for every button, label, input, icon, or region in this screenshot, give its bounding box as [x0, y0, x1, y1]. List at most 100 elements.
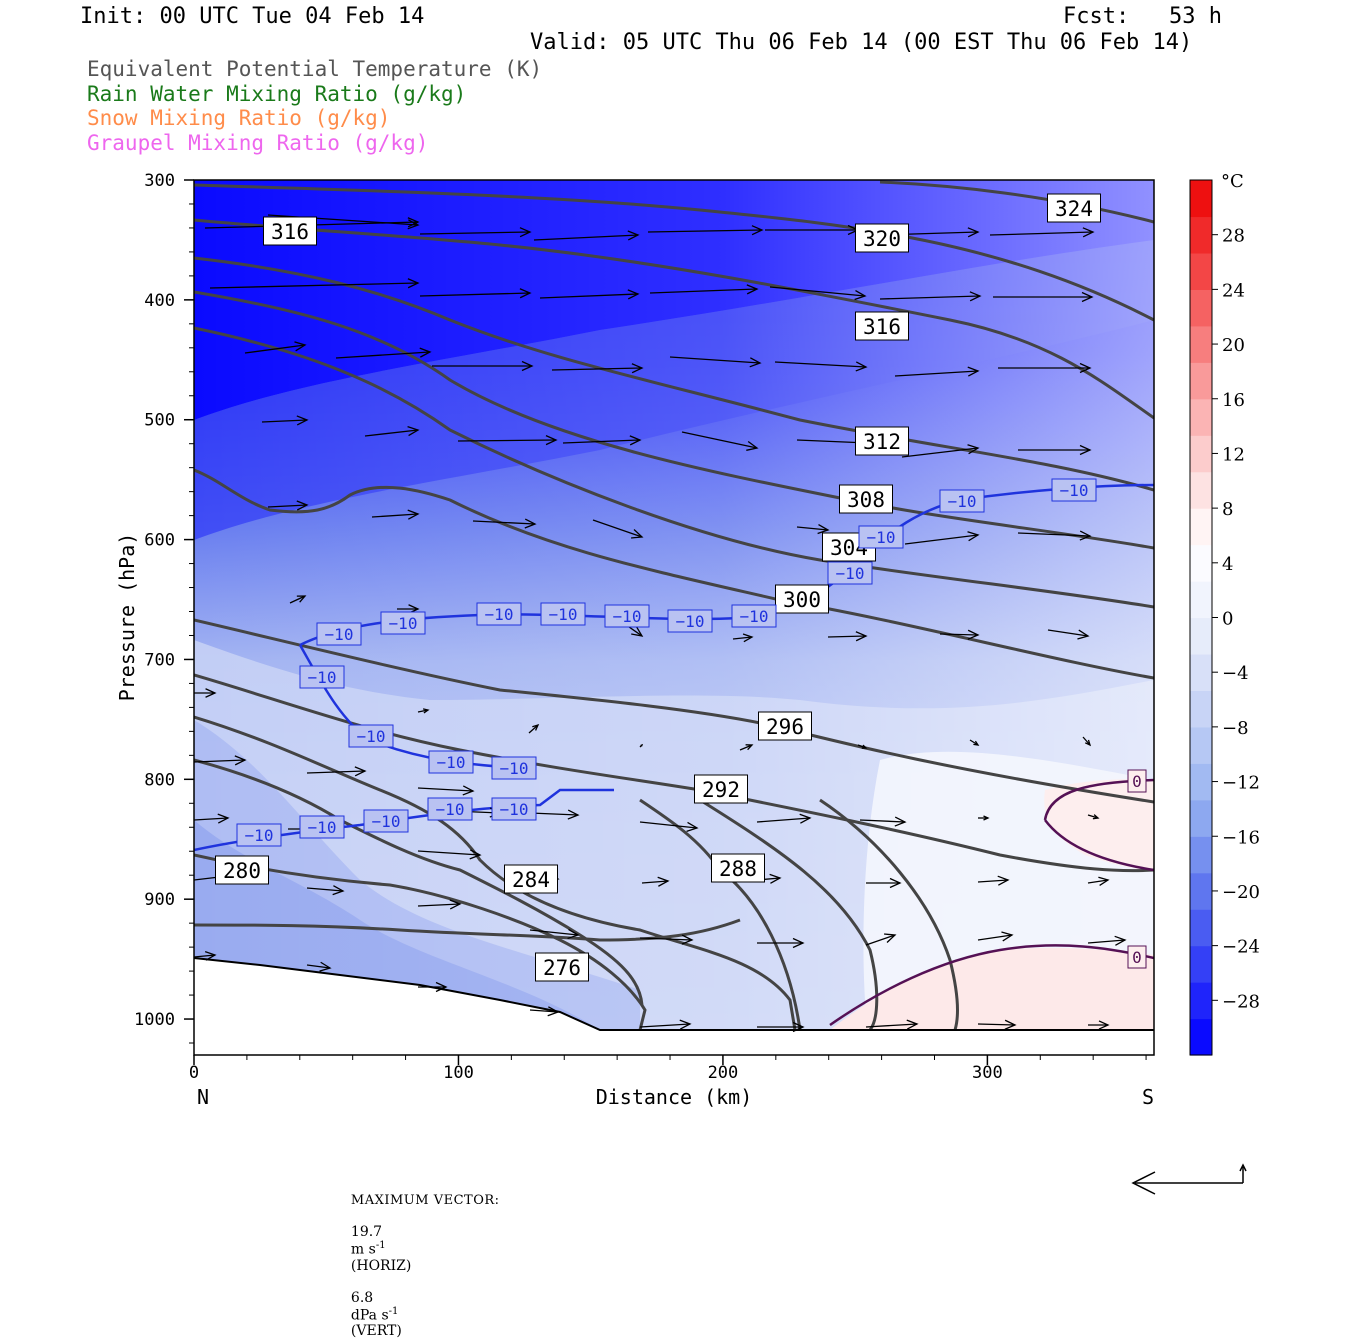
wind-vector: [639, 1019, 692, 1030]
colorbar-tick-label: 20: [1222, 335, 1245, 356]
wind-vector: [669, 356, 762, 368]
colorbar-swatch: [1190, 763, 1212, 801]
y-tick-label: 900: [144, 890, 175, 910]
temp-label-minus10: −10: [867, 528, 896, 547]
wind-vector: [774, 361, 868, 372]
temp-label-minus10: −10: [372, 812, 401, 831]
init-time: Init: 00 UTC Tue 04 Feb 14: [80, 4, 425, 29]
temp-label-box: [348, 724, 394, 748]
wind-vector: [562, 435, 642, 446]
colorbar-swatch: [1190, 216, 1212, 254]
colorbar-swatch: [1190, 252, 1212, 290]
wind-vector: [865, 933, 897, 946]
colorbar-swatch: [1190, 836, 1212, 874]
wind-vector: [978, 815, 990, 821]
temp-label-box: [1051, 478, 1097, 502]
colorbar-swatch: [1190, 581, 1212, 619]
wind-vector: [977, 875, 1010, 886]
temp-label-minus10: −10: [308, 818, 337, 837]
y-tick-label: 700: [144, 650, 175, 670]
x-tick-label: 0: [189, 1063, 199, 1083]
x-left-end-label: N: [197, 1085, 209, 1109]
temp-label-box: [858, 525, 904, 549]
theta-e-line: [194, 918, 741, 942]
colorbar-tick-label: −16: [1222, 827, 1260, 848]
theta-e-line: [194, 326, 1154, 609]
theta-e-line: [194, 290, 1154, 550]
x-tick-label: 300: [972, 1063, 1003, 1083]
wind-vector: [769, 286, 867, 301]
plot-frame: [193, 179, 1155, 1056]
temp-label-minus10: −10: [500, 800, 529, 819]
temp-label-box: [236, 823, 282, 847]
wind-vector: [1087, 814, 1100, 820]
horiz-unit: m s: [350, 1241, 376, 1258]
theta-e-line: [194, 618, 1154, 804]
wind-vector: [289, 595, 307, 604]
temp-label-minus10: −10: [500, 759, 529, 778]
colorbar-tick-label: 16: [1222, 390, 1245, 411]
valid-time: Valid: 05 UTC Thu 06 Feb 14 (00 EST Thu …: [530, 30, 1193, 55]
colorbar-tick-label: −12: [1222, 773, 1260, 794]
wind-vector: [539, 289, 640, 300]
wind-vector: [639, 934, 694, 945]
colorbar-swatch: [1190, 799, 1212, 837]
wind-vector: [827, 631, 868, 642]
wind-vector: [939, 629, 980, 640]
colorbar-tick-label: 0: [1222, 609, 1233, 630]
theta-e-label-box: [855, 426, 909, 456]
wind-vector: [551, 363, 644, 374]
wind-vector: [306, 885, 345, 896]
temp-label-box: [363, 809, 409, 833]
theta-e-label-box: [855, 311, 909, 341]
wind-vector: [194, 688, 217, 698]
temp-label-minus10: −10: [613, 607, 642, 626]
colorbar-tick-label: 28: [1222, 226, 1245, 247]
wind-vector: [529, 809, 580, 820]
theta-e-label-box: [504, 864, 558, 894]
wind-vector: [194, 951, 217, 961]
temp-label-box: [380, 611, 426, 635]
temp-label-box: [299, 665, 345, 689]
theta-e-label: 284: [512, 868, 550, 892]
legend-theta-e: Equivalent Potential Temperature (K): [87, 57, 543, 81]
temp-label-zero: 0: [1132, 948, 1142, 967]
temp-label-minus10: −10: [389, 614, 418, 633]
temp-label-box: [1127, 945, 1147, 969]
x-axis: 0 100 200 300: [189, 1055, 1147, 1083]
temp-label-minus10: −10: [308, 668, 337, 687]
theta-e-label-box: [839, 484, 893, 514]
wind-vector: [977, 931, 1014, 942]
temp-label-minus10: −10: [325, 625, 354, 644]
theta-e-line: [194, 715, 797, 1031]
temp-label-box: [299, 815, 345, 839]
legend-graupel: Graupel Mixing Ratio (g/kg): [87, 131, 429, 155]
wind-vector: [857, 744, 868, 749]
temperature-shading: [194, 180, 1154, 1055]
wind-vector: [335, 347, 432, 359]
wind-vector: [681, 431, 759, 451]
wind-vector: [865, 1019, 919, 1030]
colorbar-swatch: [1190, 289, 1212, 327]
colorbar-swatch: [1190, 945, 1212, 983]
colorbar-swatch: [1190, 435, 1212, 473]
temp-label-box: [427, 797, 473, 821]
theta-e-label: 300: [783, 588, 821, 612]
horiz-tag: (HORIZ): [350, 1257, 412, 1274]
x-axis-label: Distance (km): [596, 1085, 753, 1109]
colorbar-swatch: [1190, 325, 1212, 363]
colorbar-tick-label: 12: [1222, 444, 1245, 465]
colorbar-tick-label: 24: [1222, 280, 1245, 301]
temp-label-box: [604, 604, 650, 628]
temp-label-minus10: −10: [676, 612, 705, 631]
theta-e-label-box: [711, 853, 765, 883]
theta-e-label-box: [855, 223, 909, 253]
wind-vector: [267, 500, 309, 511]
theta-e-label: 316: [271, 220, 309, 244]
wind-vector: [647, 225, 764, 236]
wind-vector: [977, 1019, 1017, 1030]
temp-label-box: [667, 609, 713, 633]
forecast-hour: Fcst: 53 h: [1063, 4, 1222, 29]
temp-label-box: [540, 602, 586, 626]
